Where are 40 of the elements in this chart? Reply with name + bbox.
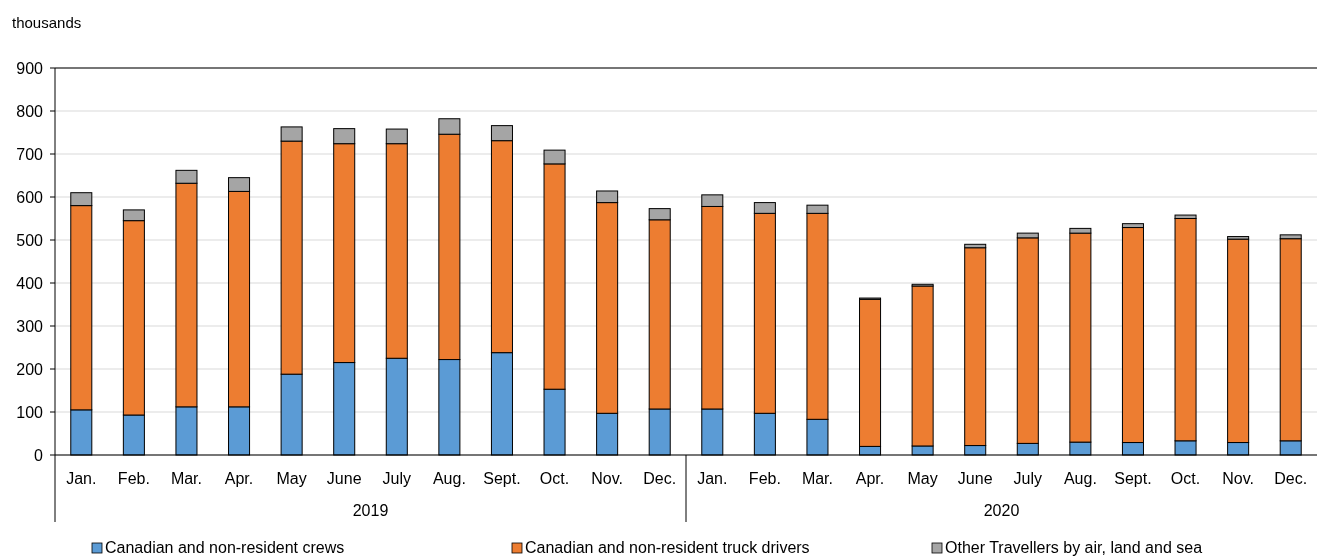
x-tick-label: May — [907, 470, 938, 487]
legend-label: Other Travellers by air, land and sea — [945, 539, 1203, 556]
x-tick-label: Oct. — [1170, 470, 1201, 487]
y-tick-label: 0 — [34, 446, 44, 464]
x-tick-label: Feb. — [748, 470, 781, 487]
y-tick-label: 400 — [16, 274, 44, 292]
x-tick-label: Sept. — [1114, 470, 1152, 487]
x-tick-label: May — [276, 470, 307, 487]
y-tick-label: 800 — [16, 102, 44, 120]
x-tick-label: Aug. — [432, 470, 466, 487]
x-tick-label: Dec. — [1274, 470, 1308, 487]
x-tick-label: Nov. — [591, 470, 623, 487]
x-tick-label: Jan. — [66, 470, 97, 487]
y-tick-label: 700 — [16, 145, 44, 163]
y-tick-label: 600 — [16, 188, 44, 206]
x-tick-label: Jan. — [697, 470, 728, 487]
y-tick-label: 300 — [16, 317, 44, 335]
x-tick-label: Mar. — [801, 470, 834, 487]
text: 2020 — [983, 502, 1020, 519]
x-tick-label: June — [957, 470, 993, 487]
x-tick-label: Nov. — [1222, 470, 1254, 487]
x-tick-label: Mar. — [170, 470, 203, 487]
y-tick-label: 200 — [16, 360, 44, 378]
x-tick-label: Apr. — [224, 470, 254, 487]
y-axis-title: thousands — [12, 14, 82, 31]
y-tick-label: 900 — [16, 59, 44, 77]
x-tick-label: Aug. — [1063, 470, 1097, 487]
x-tick-label: Oct. — [539, 470, 570, 487]
text: 2019 — [352, 502, 389, 519]
x-tick-label: Dec. — [643, 470, 677, 487]
x-tick-label: July — [1013, 470, 1043, 487]
legend-label: Canadian and non-resident crews — [105, 539, 345, 556]
x-tick-label: Feb. — [117, 470, 150, 487]
x-tick-label: Sept. — [483, 470, 521, 487]
x-tick-label: June — [326, 470, 362, 487]
y-tick-label: 500 — [16, 231, 44, 249]
x-tick-label: July — [382, 470, 412, 487]
legend-label: Canadian and non-resident truck drivers — [525, 539, 810, 556]
x-tick-label: Apr. — [855, 470, 885, 487]
y-tick-label: 100 — [16, 403, 44, 421]
